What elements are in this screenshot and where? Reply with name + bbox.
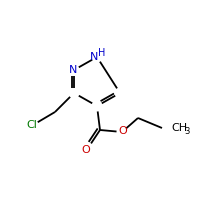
Text: N: N — [90, 52, 98, 62]
Text: H: H — [98, 48, 106, 58]
Text: 3: 3 — [184, 127, 189, 136]
Text: CH: CH — [171, 123, 187, 133]
Text: O: O — [82, 145, 90, 155]
Text: Cl: Cl — [27, 120, 37, 130]
Text: O: O — [119, 126, 127, 136]
Text: N: N — [69, 65, 77, 75]
